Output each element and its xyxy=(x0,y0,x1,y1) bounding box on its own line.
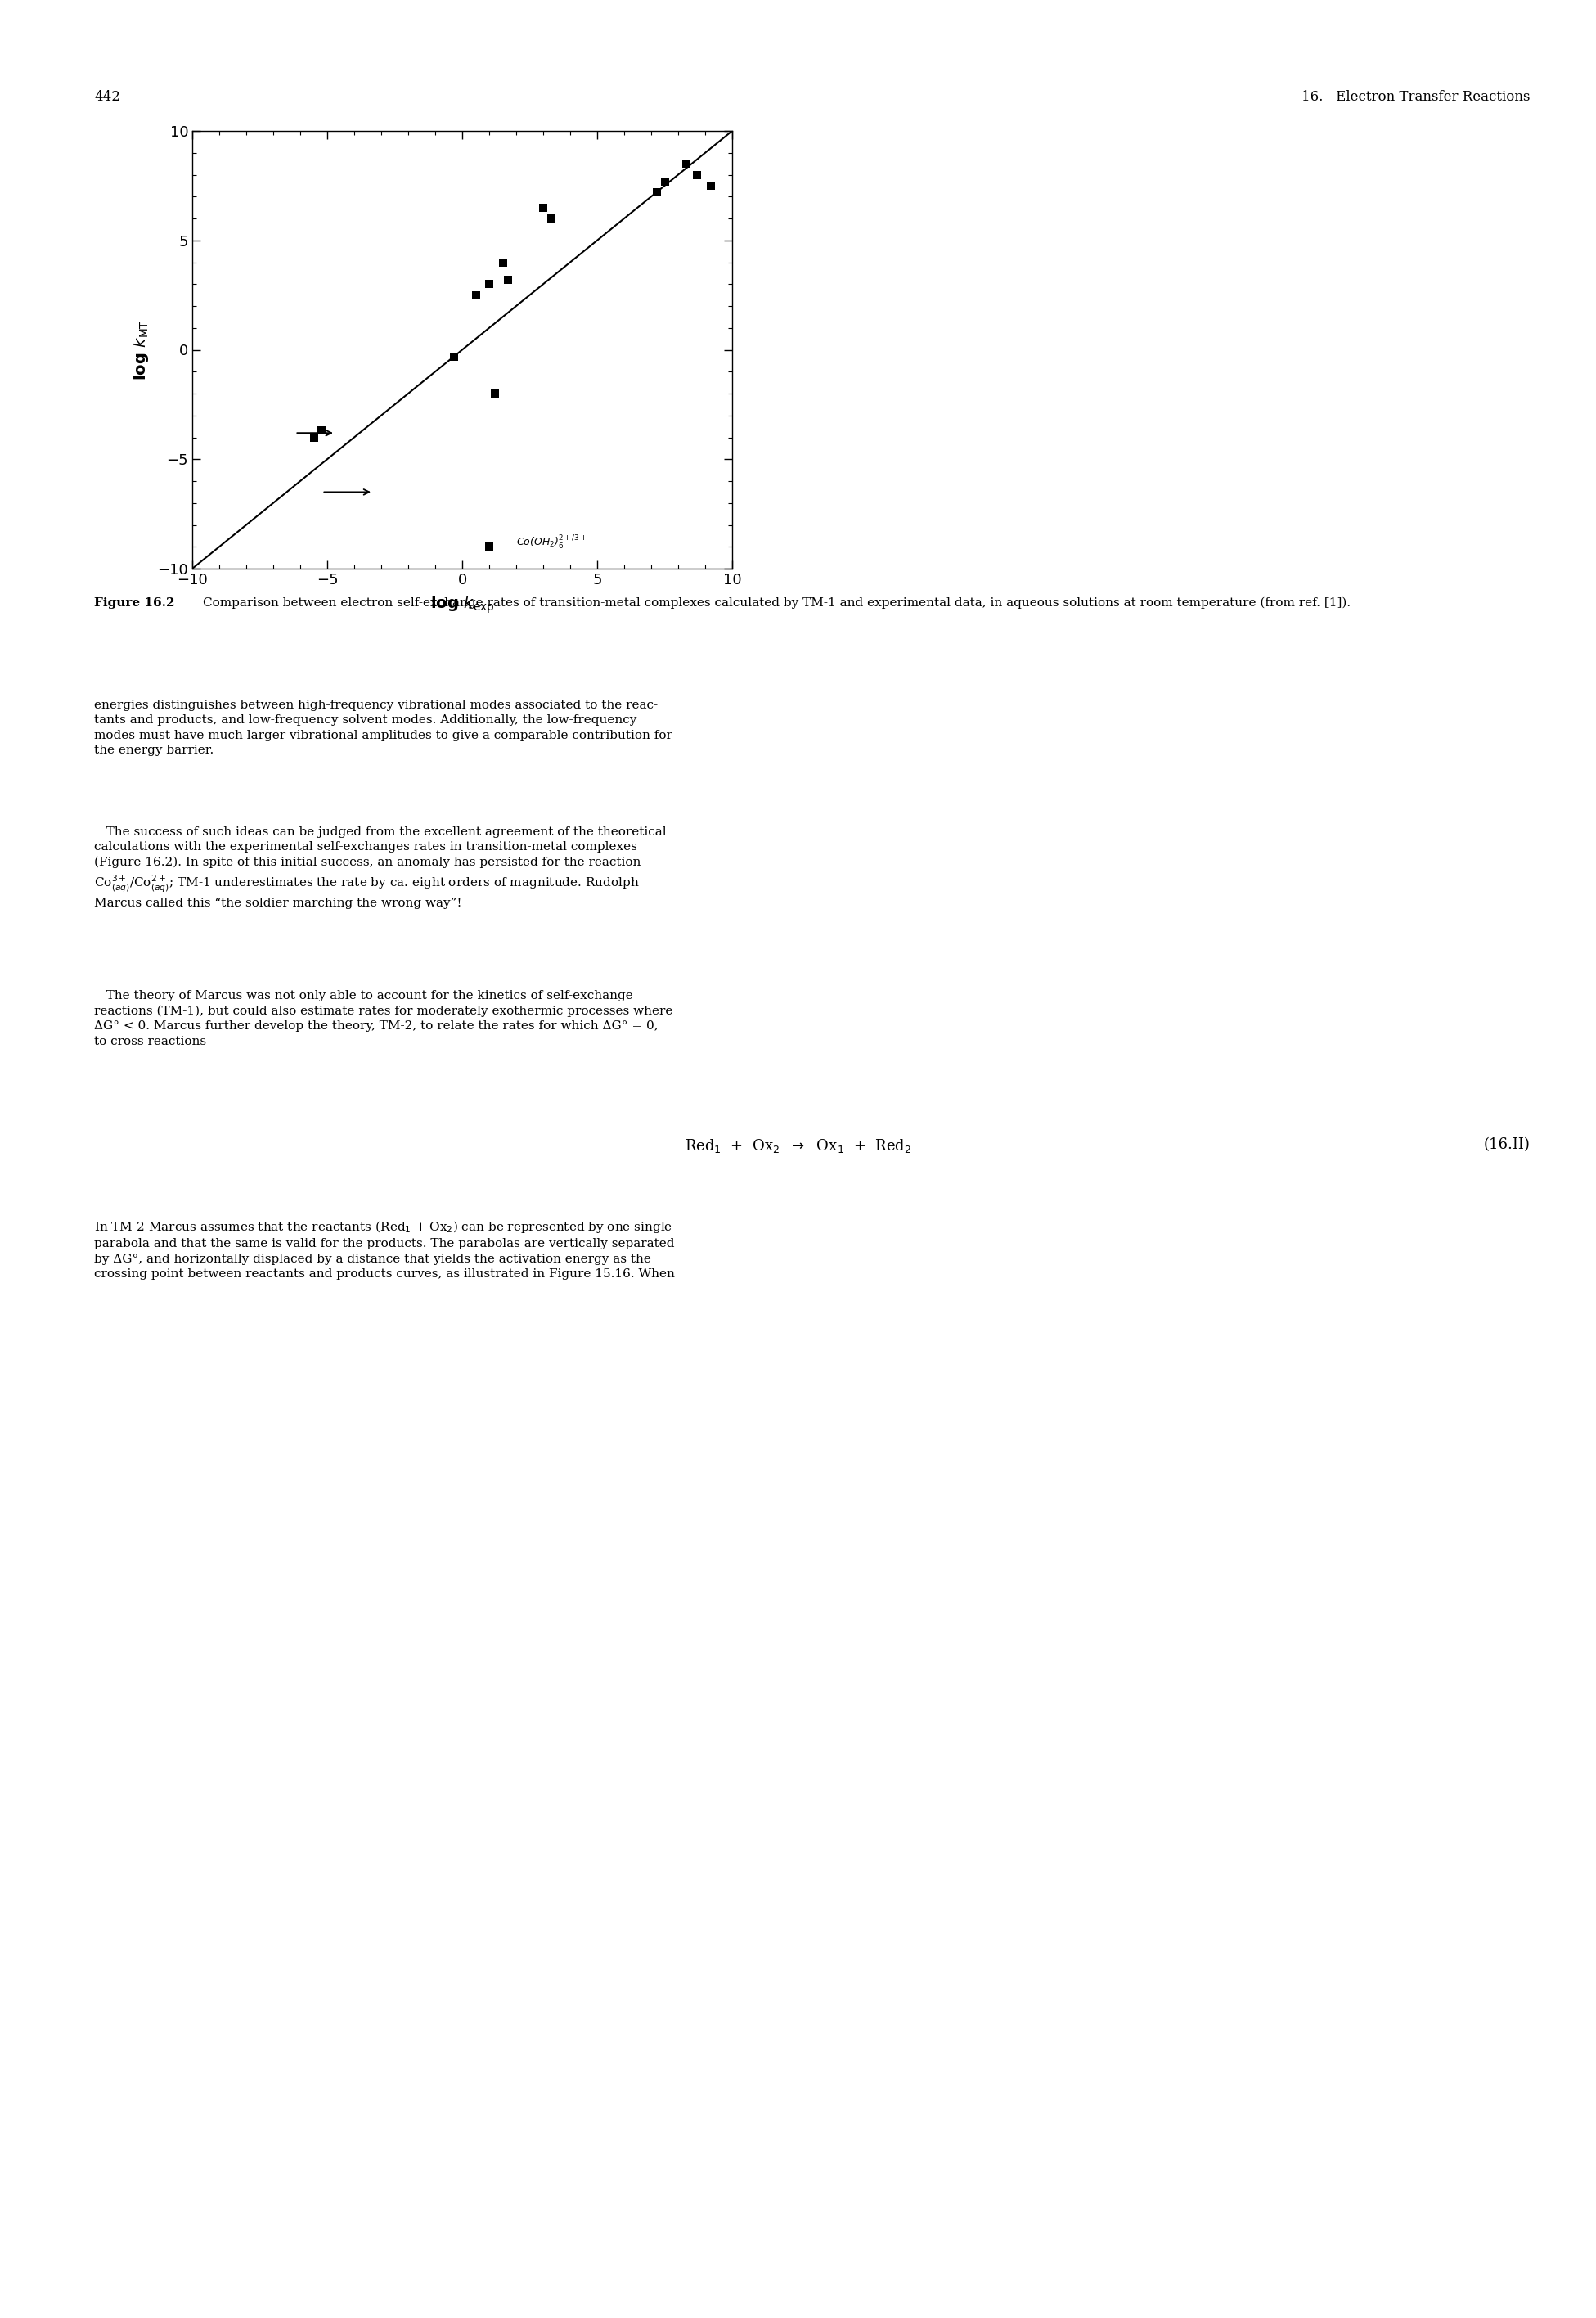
Text: Co(OH$_2$)$_6^{2+/3+}$: Co(OH$_2$)$_6^{2+/3+}$ xyxy=(516,533,587,552)
Point xyxy=(302,420,327,457)
Point xyxy=(490,243,516,280)
Text: 16.   Electron Transfer Reactions: 16. Electron Transfer Reactions xyxy=(1301,90,1529,104)
X-axis label: log $k_{\mathrm{exp}}$: log $k_{\mathrm{exp}}$ xyxy=(429,593,495,614)
Point xyxy=(442,338,468,376)
Point xyxy=(674,146,699,183)
Point xyxy=(310,413,335,450)
Point xyxy=(477,529,503,566)
Text: Red$_1$  +  Ox$_2$  $\rightarrow$  Ox$_1$  +  Red$_2$: Red$_1$ + Ox$_2$ $\rightarrow$ Ox$_1$ + … xyxy=(685,1138,911,1154)
Text: 442: 442 xyxy=(94,90,120,104)
Text: (16.II): (16.II) xyxy=(1483,1138,1529,1152)
Y-axis label: log $k_{\mathrm{MT}}$: log $k_{\mathrm{MT}}$ xyxy=(132,320,150,380)
Point xyxy=(697,167,723,204)
Point xyxy=(530,190,555,227)
Point xyxy=(538,199,563,236)
Point xyxy=(651,162,677,199)
Text: In TM-2 Marcus assumes that the reactants (Red$_1$ + Ox$_2$) can be represented : In TM-2 Marcus assumes that the reactant… xyxy=(94,1219,675,1280)
Text: The theory of Marcus was not only able to account for the kinetics of self-excha: The theory of Marcus was not only able t… xyxy=(94,990,674,1048)
Point xyxy=(685,155,710,192)
Point xyxy=(643,174,669,211)
Point xyxy=(477,267,503,304)
Text: Comparison between electron self-exchange rates of transition-metal complexes ca: Comparison between electron self-exchang… xyxy=(203,598,1350,610)
Point xyxy=(482,376,508,413)
Text: The success of such ideas can be judged from the excellent agreement of the theo: The success of such ideas can be judged … xyxy=(94,828,667,909)
Text: energies distinguishes between high-frequency vibrational modes associated to th: energies distinguishes between high-freq… xyxy=(94,700,672,756)
Point xyxy=(463,276,488,313)
Point xyxy=(495,262,520,299)
Text: Figure 16.2: Figure 16.2 xyxy=(94,598,174,610)
